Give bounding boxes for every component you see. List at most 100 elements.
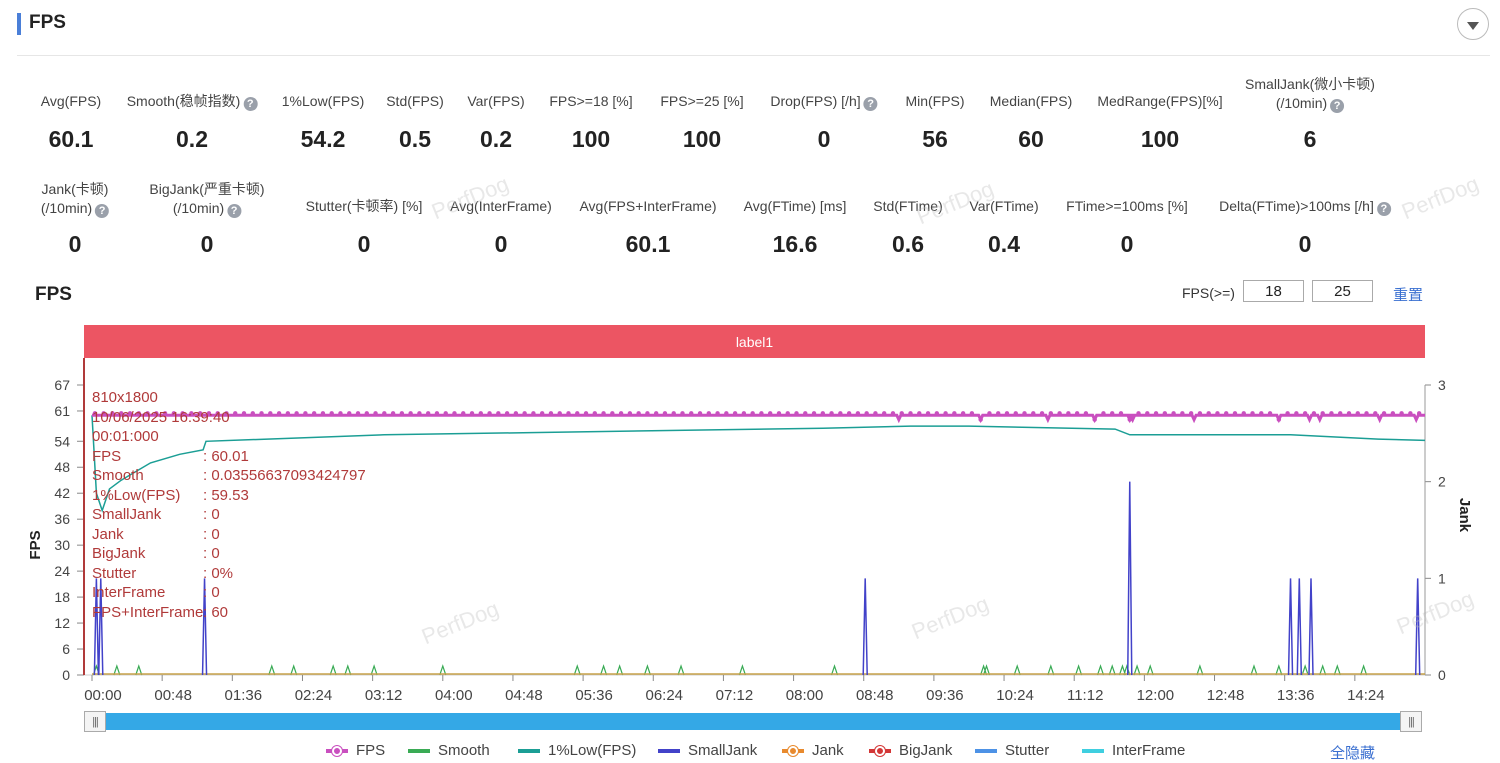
metric-label: Avg(InterFrame) [450,198,552,214]
tooltip-key: FPS [92,447,122,465]
fps-point [592,411,597,416]
smooth-spike [1196,664,1204,676]
metric-value: 0.5 [399,126,431,152]
fps-point [1031,411,1036,416]
fps-point [671,411,676,416]
label-band[interactable]: label1 [84,325,1425,358]
smooth-spike [1123,664,1131,676]
help-icon[interactable]: ? [1330,99,1345,113]
fps-point [92,411,98,416]
metric-label: Drop(FPS) [/h]? [770,92,878,111]
fps-point [1127,417,1132,422]
tooltip-key: Jank [92,525,124,543]
smooth-spike [113,664,121,676]
tooltip-datetime: 10/06/2025 16:39:40 [92,408,230,426]
legend-label: BigJank [899,742,953,759]
legend-item[interactable]: SmallJank [658,742,757,759]
smooth-spike [616,664,624,676]
fps-point [680,411,685,416]
reset-link[interactable]: 重置 [1393,287,1424,304]
slider-handle-right[interactable]: ||| [1400,711,1422,732]
fps-point [1066,411,1071,416]
smooth-spike [1096,664,1105,676]
fps-point [233,411,238,416]
legend-label: 1%Low(FPS) [548,742,637,759]
metric-value: 0 [494,231,508,257]
help-icon[interactable]: ? [1376,202,1391,216]
y-left-tick-label: 6 [62,641,70,657]
fps-point [1373,411,1378,416]
metric-value: 56 [922,126,948,152]
legend-item[interactable]: 1%Low(FPS) [518,742,636,759]
smooth-spike [329,664,337,676]
fps-threshold-input-2[interactable] [1312,280,1373,302]
series-1pct-low-line [91,415,1426,513]
smooth-spike [1275,664,1283,676]
fps-point [1346,411,1352,416]
fps-point [241,411,247,416]
fps-point [1197,411,1203,416]
fps-threshold-input-1[interactable] [1243,280,1304,302]
legend-label: InterFrame [1112,742,1186,759]
legend-label: Jank [812,742,844,759]
hide-all-link[interactable]: 全隐藏 [1330,745,1376,762]
legend-item[interactable]: Jank [782,742,844,759]
tooltip-key: SmallJank [92,506,162,523]
legend-label: SmallJank [688,742,758,759]
fps-point [1408,411,1413,416]
tooltip-value: : 60 [203,603,229,621]
y-right-tick-label: 0 [1438,667,1446,683]
fps-point [838,411,843,416]
help-icon[interactable]: ? [95,204,110,218]
fps-point [250,411,255,416]
fps-point [171,411,177,416]
y-left-tick-label: 24 [54,563,70,579]
tooltip-key: 1%Low(FPS) [92,486,181,504]
collapse-button[interactable] [1457,8,1489,40]
smooth-spike [1333,664,1341,676]
fps-point [785,411,790,416]
metric-value: 0.4 [988,231,1020,257]
tooltip-key: FPS+InterFrame [92,603,204,621]
fps-point [1074,411,1080,416]
help-icon[interactable]: ? [227,204,242,218]
y-left-tick-label: 0 [62,667,70,683]
fps-point [1224,411,1229,416]
metric-value: 0.2 [480,126,512,152]
fps-threshold-label: FPS(>=) [1182,285,1235,301]
fps-point [1048,411,1054,416]
fps-point [724,411,729,416]
metric-label: Median(FPS) [989,93,1073,109]
time-range-slider[interactable] [96,713,1400,730]
y-left-tick-label: 42 [54,485,70,501]
smooth-spike [1250,664,1258,676]
header-divider [17,55,1490,56]
fps-point [1188,411,1194,416]
fps-point [934,411,940,416]
fps-point [610,411,615,416]
fps-point [960,411,966,416]
fps-point [1118,411,1124,416]
tooltip-row: Smooth: 0.03556637093424797 [92,466,366,486]
legend-item[interactable]: InterFrame [1082,742,1185,759]
tooltip-key: Smooth [92,467,144,484]
fps-point [557,411,562,416]
help-icon[interactable]: ? [243,97,258,111]
smooth-spike [982,664,991,676]
metric-label: FPS>=25 [%] [660,93,744,109]
legend-item[interactable]: BigJank [869,742,952,759]
fps-point [820,411,826,416]
smooth-spike [439,664,447,676]
fps-point [522,411,527,416]
slider-handle-left[interactable]: ||| [84,711,106,732]
legend-item[interactable]: FPS [326,742,385,759]
tooltip-row: Jank: 0 [92,525,366,545]
y-left-tick-label: 61 [54,403,70,419]
fps-point [136,411,141,416]
fps-point [347,411,352,416]
legend-item[interactable]: Stutter [975,742,1049,759]
metric-label: MedRange(FPS)[%] [1097,93,1223,109]
legend-item[interactable]: Smooth [408,742,490,759]
help-icon[interactable]: ? [863,97,878,111]
